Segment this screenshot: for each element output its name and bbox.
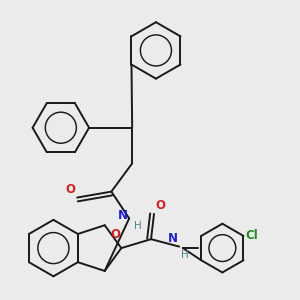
Text: N: N: [168, 232, 178, 245]
Text: O: O: [155, 200, 166, 212]
Text: O: O: [66, 183, 76, 196]
Text: N: N: [118, 209, 128, 223]
Text: H: H: [134, 221, 141, 231]
Text: O: O: [110, 228, 120, 241]
Text: Cl: Cl: [245, 230, 258, 242]
Text: H: H: [181, 250, 188, 260]
